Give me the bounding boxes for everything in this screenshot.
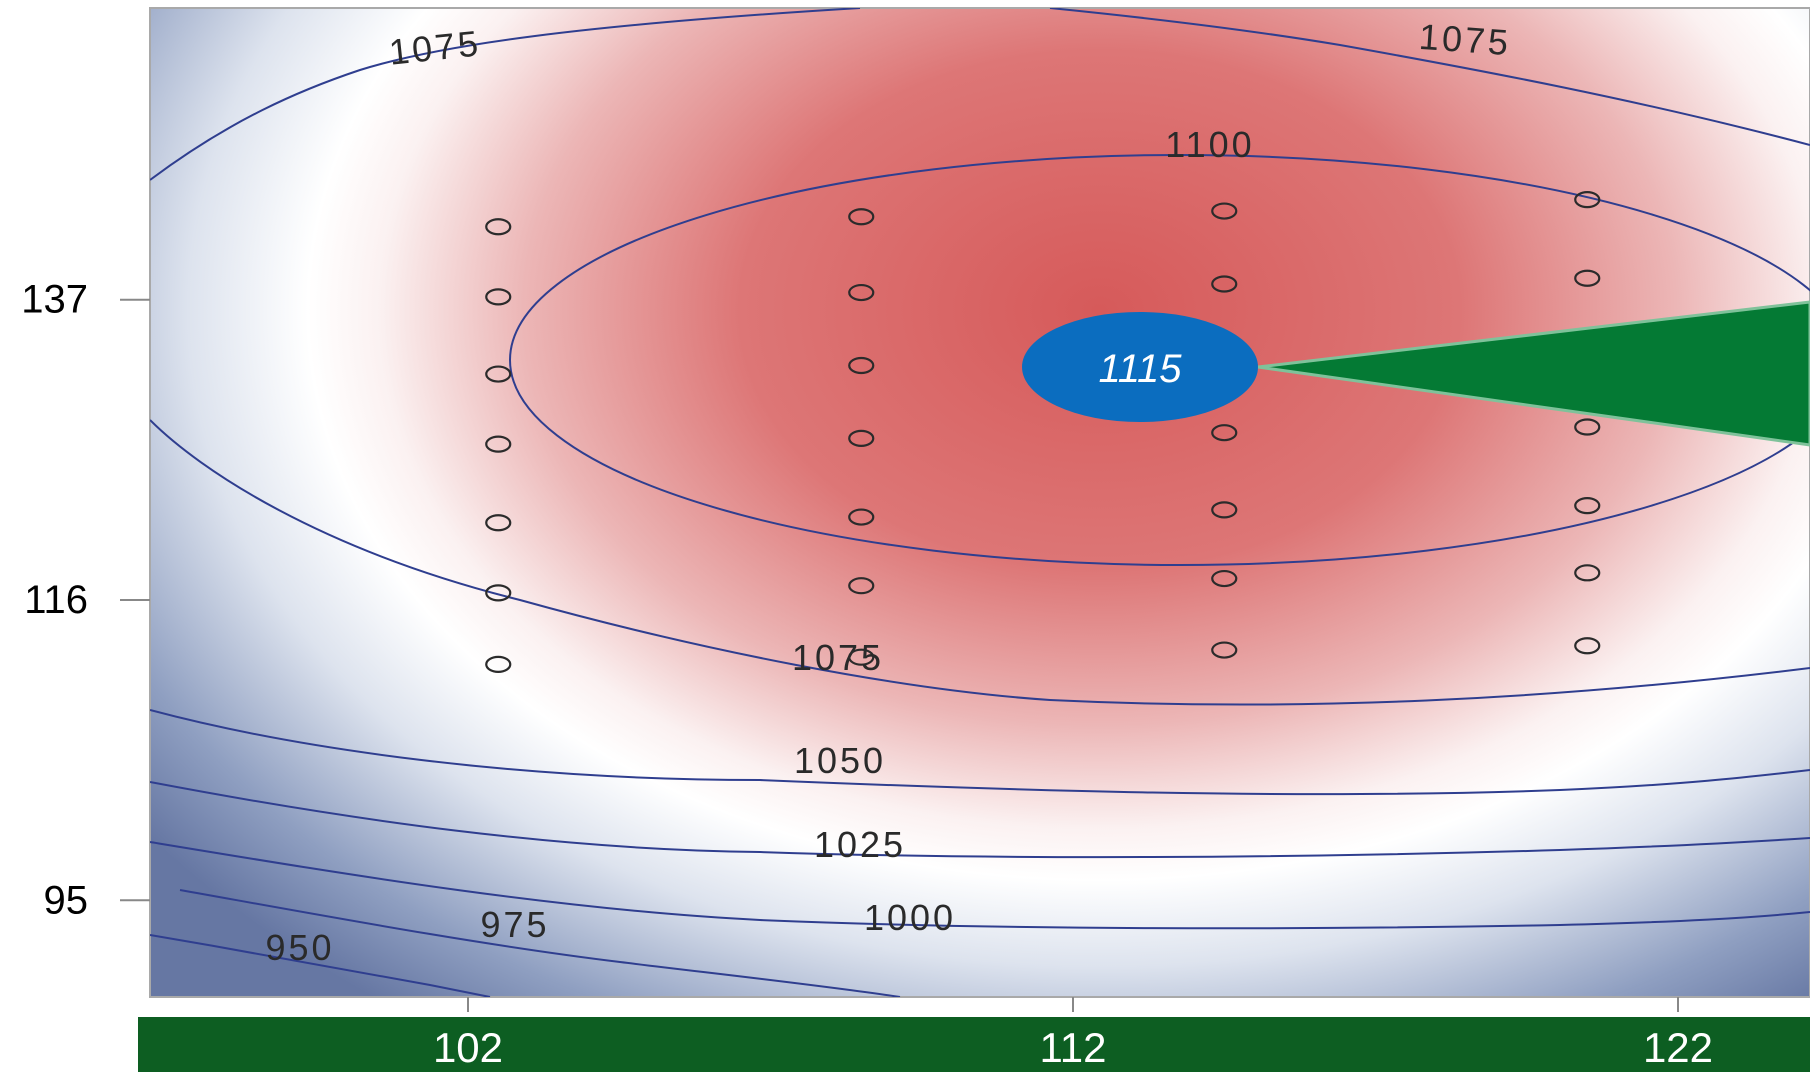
y-tick-label: 95	[44, 878, 89, 922]
design-point	[1211, 641, 1238, 659]
contour-label: 1075	[792, 637, 884, 678]
design-point	[123, 665, 147, 680]
contour-label: 975	[480, 904, 549, 945]
contour-lines	[150, 8, 1810, 997]
design-point	[1211, 501, 1238, 519]
design-point	[123, 375, 147, 390]
contour-label: 1000	[864, 897, 956, 938]
contour-line-3	[150, 709, 1810, 796]
design-point	[485, 655, 512, 673]
design-point	[1211, 424, 1238, 442]
x-tick-label: 112	[1040, 1024, 1107, 1071]
contour-label: 1075	[1418, 16, 1513, 63]
contour-line-2	[150, 419, 1810, 706]
design-point	[848, 648, 875, 666]
design-point	[485, 435, 512, 453]
design-point	[1211, 569, 1238, 588]
design-point	[848, 577, 875, 595]
response-surface	[150, 8, 1810, 997]
design-point	[485, 218, 512, 236]
contour-line-7	[150, 934, 491, 997]
peak-value-label: 1115	[1098, 347, 1182, 391]
contour-label: 1075	[387, 22, 483, 72]
contour-line-4	[150, 781, 1810, 859]
design-point	[848, 508, 875, 526]
contour-labels: 1075 1075 1100 1075 1050 1025 1000 975 950	[265, 16, 1513, 968]
design-point	[1574, 418, 1601, 436]
y-tick-label: 137	[21, 278, 88, 322]
design-point	[1574, 637, 1601, 655]
design-point	[848, 356, 875, 375]
contour-label: 1025	[814, 824, 906, 865]
plot-frame	[149, 7, 1810, 998]
contour-line-1	[1049, 8, 1810, 146]
design-point	[1574, 191, 1601, 209]
x-tick-label: 122	[1643, 1024, 1713, 1071]
contour-line-6	[179, 889, 901, 997]
design-point	[485, 288, 512, 306]
x-tick-label: 102	[433, 1024, 503, 1071]
design-point	[1574, 269, 1601, 287]
design-point	[848, 208, 875, 226]
design-point	[1211, 275, 1238, 293]
x-axis-band	[138, 1017, 1810, 1072]
contour-line-5	[150, 841, 1810, 930]
design-point	[123, 591, 147, 606]
x-axis: 102 112 122	[433, 997, 1713, 1071]
design-point	[1211, 202, 1238, 220]
y-tick-label: 116	[24, 578, 88, 622]
contour-line-1100	[509, 154, 1810, 566]
design-point	[485, 514, 512, 532]
contour-label: 950	[265, 927, 334, 968]
design-point	[1574, 497, 1601, 515]
peak-callout-ellipse	[1022, 312, 1258, 422]
contour-label: 1100	[1165, 124, 1254, 165]
y-axis: 137 116 95	[21, 278, 150, 922]
design-point	[485, 365, 512, 383]
design-point	[485, 584, 512, 602]
design-point	[123, 522, 147, 537]
design-point	[123, 228, 147, 243]
contour-label: 1050	[794, 740, 886, 781]
design-point	[848, 429, 875, 448]
contour-line-0	[150, 8, 861, 181]
callout-pointer	[1257, 300, 1810, 447]
design-point	[1574, 564, 1601, 582]
design-point	[848, 283, 875, 302]
design-point	[123, 444, 147, 459]
